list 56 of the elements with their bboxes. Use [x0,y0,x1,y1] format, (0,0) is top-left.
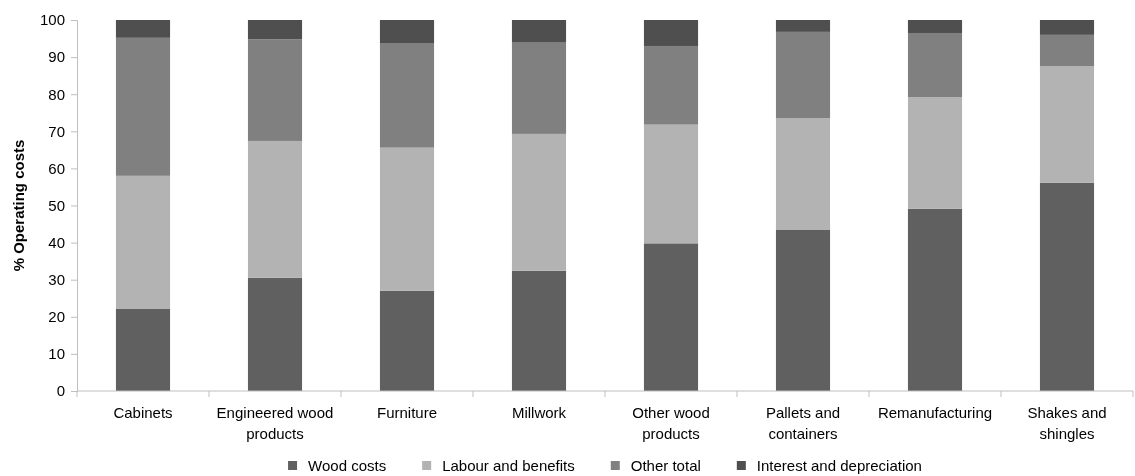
x-tick-label: Shakes and shingles [1027,404,1107,442]
legend-label: Other total [630,457,701,474]
bar [115,309,171,391]
bar [775,229,831,391]
bar [1039,182,1095,391]
x-tick-label: Furniture [376,404,438,421]
bar [775,118,831,230]
y-axis-title: % Operating costs [10,139,27,272]
bar [379,147,435,291]
bar [643,45,699,125]
y-tick-label: 20 [48,308,65,326]
x-tick-label: Remanufacturing [877,404,993,421]
x-tick-label: Other wood products [632,404,710,442]
legend-label: Labour and benefits [442,457,575,474]
bar [1039,20,1095,35]
y-tick-label: 60 [48,159,65,177]
legend-label: Wood costs [308,457,387,474]
bar [379,43,435,148]
bar [247,277,303,391]
bar [115,20,171,38]
y-tick-label: 10 [48,345,65,363]
y-tick-label: 70 [48,122,65,140]
bar [511,42,567,134]
bar [643,20,699,46]
bar [775,20,831,32]
bar [115,175,171,310]
bar [115,37,171,176]
bar [511,20,567,43]
bar [907,20,963,33]
bar [511,270,567,391]
bar [379,20,435,43]
x-tick-label: Engineered wood products [216,404,334,442]
bar [379,290,435,391]
y-tick-label: 100 [39,11,65,29]
y-tick-label: 40 [48,233,65,251]
bar [907,208,963,391]
bar [247,140,303,278]
bar [247,20,303,40]
bar [643,124,699,244]
bar [247,39,303,141]
bar [907,97,963,209]
y-tick-label: 80 [48,85,65,103]
bar [643,243,699,391]
bar [511,133,567,271]
x-tick-label: Millwork [511,404,567,421]
bar [1039,66,1095,183]
bar [907,32,963,98]
y-tick-label: 90 [48,48,65,66]
legend-label: Interest and depreciation [756,457,922,474]
x-tick-label: Cabinets [113,404,173,421]
y-tick-label: 0 [56,382,65,400]
x-tick-label: Pallets and containers [765,404,841,442]
y-tick-label: 30 [48,271,65,288]
bar [1039,34,1095,66]
y-tick-label: 50 [48,196,65,214]
bar [775,31,831,119]
